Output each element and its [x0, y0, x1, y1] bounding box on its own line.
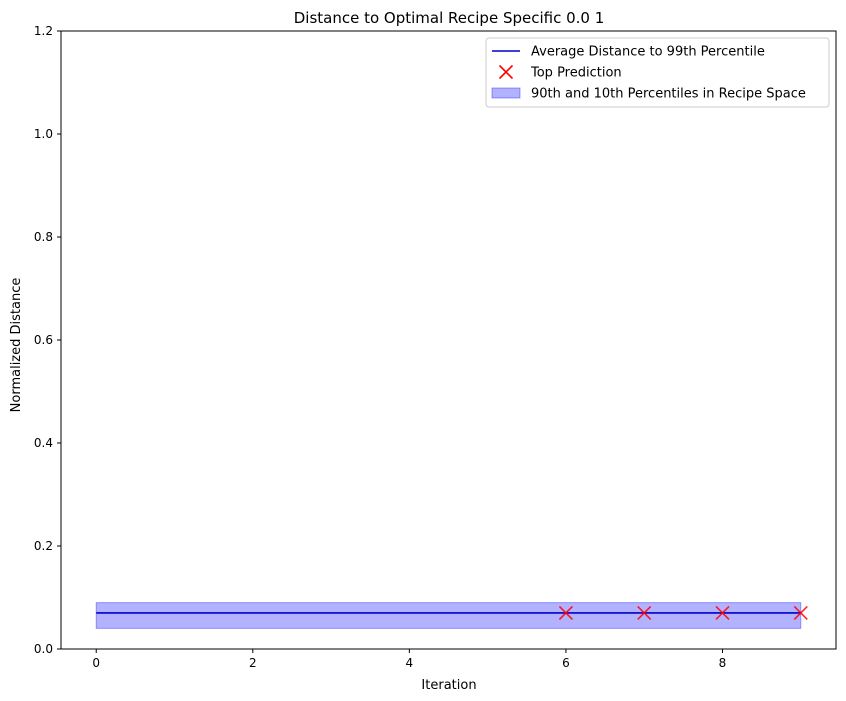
y-tick-label: 0.0: [34, 642, 53, 656]
legend-label: Average Distance to 99th Percentile: [531, 45, 765, 60]
legend-marker-swatch: [498, 64, 514, 80]
y-tick-label: 0.8: [34, 230, 53, 244]
top-prediction-marker: [715, 605, 730, 621]
y-axis-label: Normalized Distance: [9, 278, 24, 413]
y-tick-label: 0.6: [34, 333, 53, 347]
legend-item-percentile-band: 90th and 10th Percentiles in Recipe Spac…: [491, 87, 806, 102]
x-tick-label: 2: [249, 656, 257, 670]
x-tick-label: 8: [719, 656, 727, 670]
top-prediction-marker: [637, 605, 652, 621]
legend-label: 90th and 10th Percentiles in Recipe Spac…: [531, 87, 806, 102]
legend-item-top-prediction: Top Prediction: [498, 64, 622, 81]
y-tick-label: 1.0: [34, 127, 53, 141]
legend-band-swatch: [491, 87, 521, 99]
x-tick-label: 4: [406, 656, 414, 670]
legend: Average Distance to 99th Percentile Top P…: [485, 37, 830, 108]
top-prediction-marker: [793, 605, 808, 621]
y-tick-label: 1.2: [34, 24, 53, 38]
x-axis-label: Iteration: [421, 678, 476, 693]
y-tick-label: 0.2: [34, 539, 53, 553]
x-tick-label: 0: [92, 656, 100, 670]
axes: 0 2 4 6 8 0.0 0.2 0.4 0.6 0.8 1.0 1.2: [34, 24, 837, 670]
legend-label: Top Prediction: [530, 66, 622, 81]
x-tick-label: 6: [562, 656, 570, 670]
top-prediction-marker: [558, 605, 573, 621]
percentile-band: [95, 602, 802, 629]
chart-title: Distance to Optimal Recipe Specific 0.0 …: [294, 9, 605, 27]
y-tick-label: 0.4: [34, 436, 53, 450]
legend-item-average-distance: Average Distance to 99th Percentile: [492, 45, 765, 60]
legend-box: [485, 37, 830, 108]
plot-area: [95, 602, 808, 629]
